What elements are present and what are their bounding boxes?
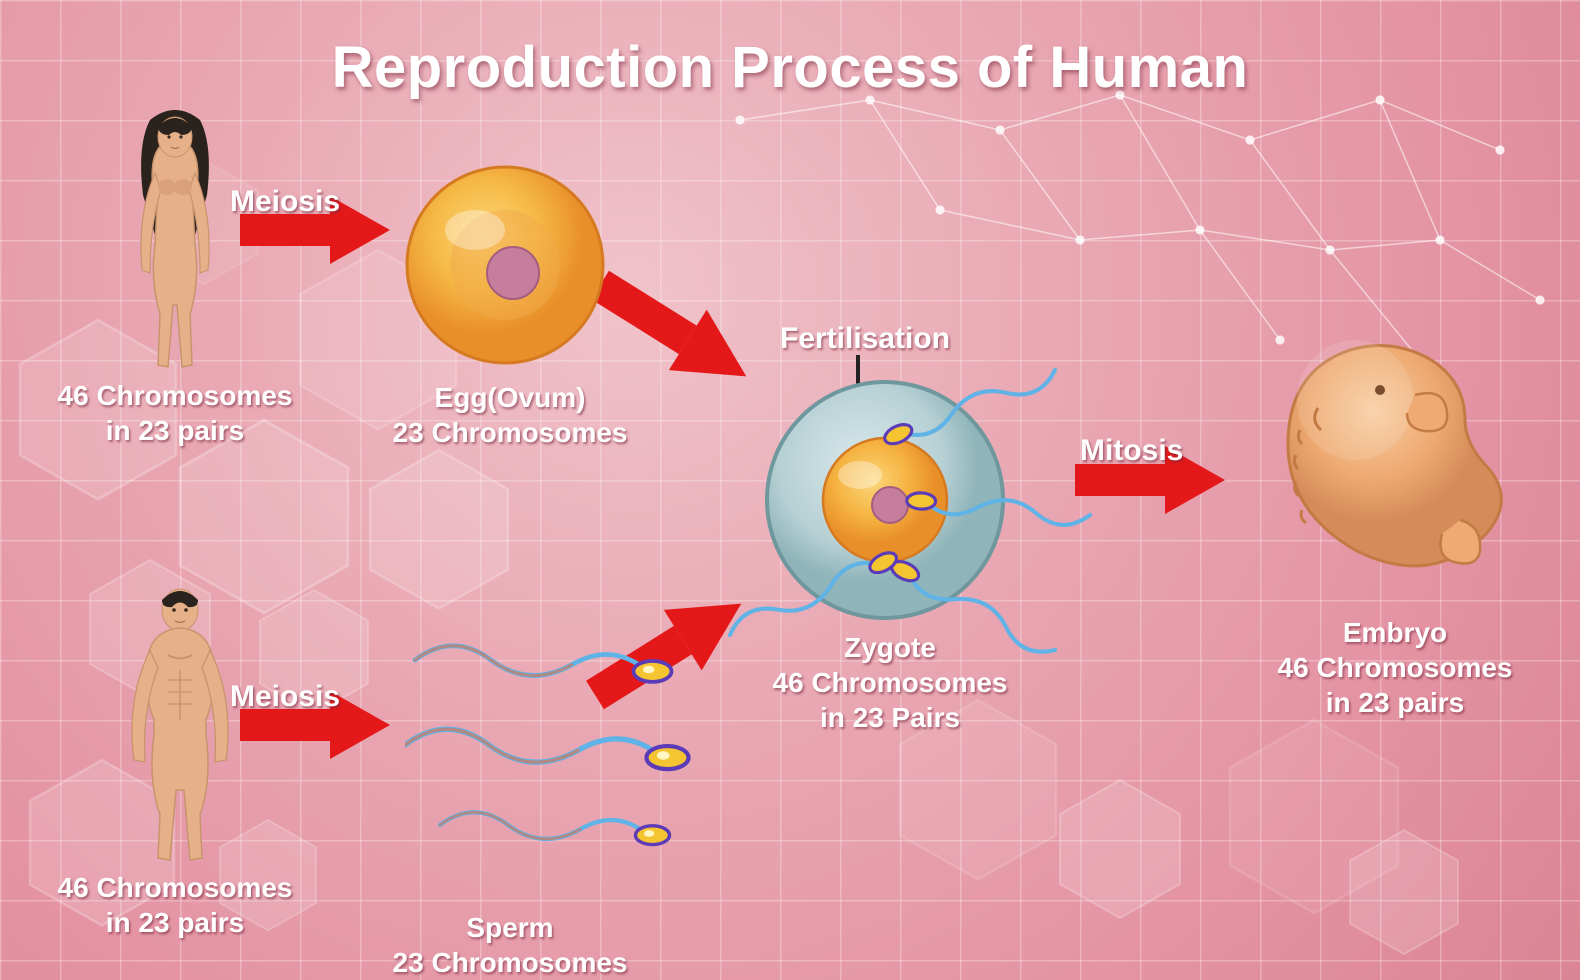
sperm-label: Sperm 23 Chromosomes — [380, 910, 640, 980]
female-label: 46 Chromosomes in 23 pairs — [45, 378, 305, 448]
zygote-label: Zygote 46 Chromosomes in 23 Pairs — [745, 630, 1035, 735]
male-figure-icon — [90, 580, 270, 870]
label-mitosis: Mitosis — [1080, 432, 1183, 470]
egg-icon — [395, 155, 615, 375]
embryo-label: Embryo 46 Chromosomes in 23 pairs — [1245, 615, 1545, 720]
egg-label: Egg(Ovum) 23 Chromosomes — [380, 380, 640, 450]
sperm-icon — [405, 625, 715, 895]
embryo-icon — [1260, 320, 1530, 600]
female-figure-icon — [95, 105, 255, 380]
male-label: 46 Chromosomes in 23 pairs — [45, 870, 305, 940]
